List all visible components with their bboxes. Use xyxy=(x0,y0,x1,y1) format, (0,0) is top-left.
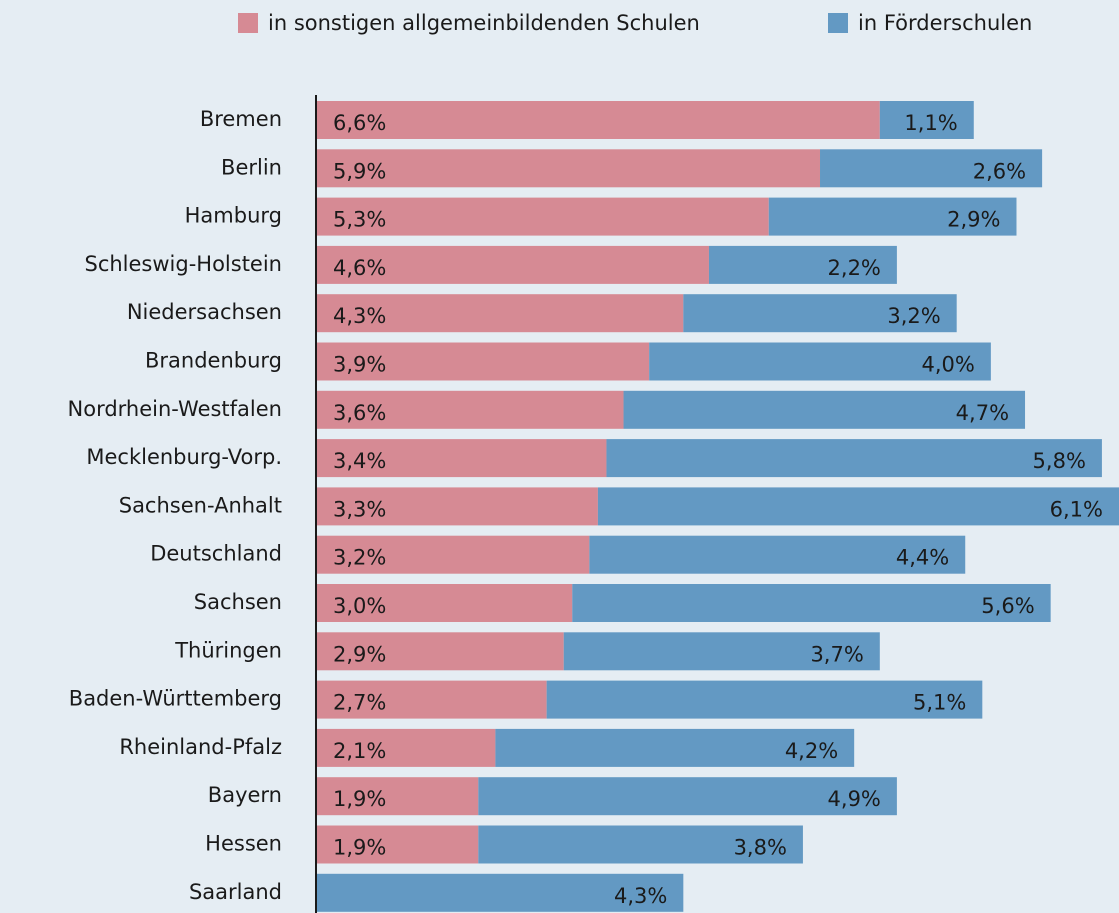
value-label: 4,2% xyxy=(785,739,838,763)
bar-segment xyxy=(495,728,855,767)
bar-segment xyxy=(316,487,598,526)
bar-segment xyxy=(316,439,607,478)
category-label: Bremen xyxy=(200,107,282,131)
value-label: 4,4% xyxy=(896,546,949,570)
category-label: Brandenburg xyxy=(145,349,282,373)
value-label: 2,1% xyxy=(333,739,386,763)
category-label: Schleswig-Holstein xyxy=(84,252,282,276)
bar-segment xyxy=(316,632,564,671)
bar-segment xyxy=(316,535,590,574)
legend-label: in sonstigen allgemeinbildenden Schulen xyxy=(268,11,700,35)
bar-segment xyxy=(563,632,880,671)
value-label: 3,9% xyxy=(333,353,386,377)
value-label: 2,9% xyxy=(947,208,1000,232)
bar-segment xyxy=(316,728,496,767)
value-label: 3,7% xyxy=(810,642,863,666)
bar-segment xyxy=(316,245,709,284)
bar-segment xyxy=(708,245,897,284)
bar-segment xyxy=(768,197,1017,236)
category-label: Deutschland xyxy=(150,542,282,566)
bar-segment xyxy=(572,584,1051,622)
category-label: Baden-Württemberg xyxy=(69,687,282,711)
value-label: 1,9% xyxy=(333,836,386,860)
bar-segment xyxy=(316,825,479,864)
bar-segment xyxy=(589,535,966,574)
value-label: 3,6% xyxy=(333,401,386,425)
value-label: 5,3% xyxy=(333,208,386,232)
bar-segment xyxy=(316,197,769,236)
bar-segment xyxy=(478,825,803,864)
value-label: 3,8% xyxy=(734,836,787,860)
legend-swatch xyxy=(828,13,848,33)
value-label: 3,0% xyxy=(333,594,386,618)
legend-label: in Förderschulen xyxy=(858,11,1032,35)
category-label: Nordrhein-Westfalen xyxy=(68,397,282,421)
bar-segment xyxy=(316,390,624,429)
value-label: 6,1% xyxy=(1050,497,1103,521)
value-label: 2,7% xyxy=(333,691,386,715)
bar-segment xyxy=(606,439,1102,478)
bar-segment xyxy=(316,680,547,719)
bar-segment xyxy=(546,680,983,719)
bar-segment xyxy=(316,777,479,816)
bar-segment xyxy=(316,101,880,139)
category-label: Berlin xyxy=(221,155,282,179)
bar-segment xyxy=(597,487,1119,526)
value-label: 4,6% xyxy=(333,256,386,280)
value-label: 1,9% xyxy=(333,787,386,811)
bar-segment xyxy=(316,584,573,622)
value-label: 5,9% xyxy=(333,159,386,183)
value-label: 1,1% xyxy=(904,111,957,135)
value-label: 4,7% xyxy=(956,401,1009,425)
category-label: Sachsen-Anhalt xyxy=(119,493,282,517)
value-label: 3,2% xyxy=(887,304,940,328)
legend-swatch xyxy=(238,13,258,33)
bar-segment xyxy=(649,342,991,381)
category-label: Sachsen xyxy=(194,590,282,614)
value-label: 3,4% xyxy=(333,449,386,473)
bar-segment xyxy=(316,342,650,381)
value-label: 4,3% xyxy=(333,304,386,328)
bar-segment xyxy=(820,149,1043,188)
value-label: 3,3% xyxy=(333,497,386,521)
category-label: Niedersachsen xyxy=(127,300,282,324)
category-label: Hessen xyxy=(205,832,282,856)
value-label: 5,8% xyxy=(1033,449,1086,473)
value-label: 4,9% xyxy=(828,787,881,811)
value-label: 5,1% xyxy=(913,691,966,715)
value-label: 5,6% xyxy=(981,594,1034,618)
category-label: Mecklenburg-Vorp. xyxy=(86,445,282,469)
value-label: 6,6% xyxy=(333,111,386,135)
value-label: 4,3% xyxy=(614,884,667,908)
category-label: Rheinland-Pfalz xyxy=(119,735,282,759)
category-label: Hamburg xyxy=(185,204,282,228)
bar-segment xyxy=(316,149,821,188)
value-label: 2,2% xyxy=(828,256,881,280)
bar-segment xyxy=(316,294,684,333)
category-label: Thüringen xyxy=(174,638,282,662)
bar-segment xyxy=(683,294,957,333)
value-label: 2,9% xyxy=(333,642,386,666)
value-label: 4,0% xyxy=(922,353,975,377)
category-label: Saarland xyxy=(189,880,282,904)
value-label: 3,2% xyxy=(333,546,386,570)
value-label: 2,6% xyxy=(973,159,1026,183)
category-label: Bayern xyxy=(208,783,282,807)
bar-segment xyxy=(623,390,1026,429)
bar-segment xyxy=(316,873,684,912)
bar-segment xyxy=(879,101,974,139)
bar-segment xyxy=(478,777,897,816)
